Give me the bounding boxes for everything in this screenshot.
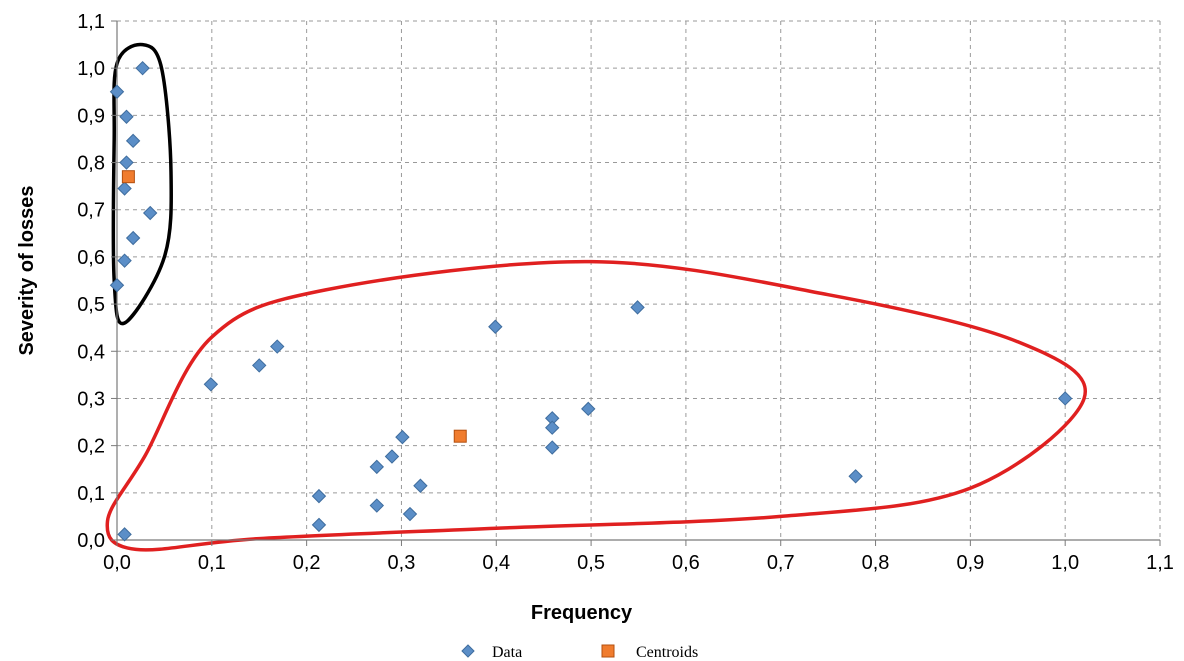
gridlines (117, 20, 1161, 540)
x-axis-title: Frequency (531, 602, 633, 624)
data-point (369, 498, 385, 513)
y-tick-label: 1,1 (77, 11, 105, 33)
y-tick-label: 0,3 (77, 388, 105, 410)
cluster-outlines (105, 42, 1088, 552)
data-point (119, 155, 134, 170)
centroid-point (453, 429, 467, 443)
y-tick-label: 0,9 (77, 105, 105, 127)
data-point (135, 60, 150, 76)
data-point (311, 517, 327, 533)
data-point (117, 253, 132, 268)
data-point (545, 440, 560, 455)
data-point (488, 319, 503, 334)
cluster-outline-upper (111, 42, 174, 326)
x-tick-label: 0,7 (767, 552, 795, 574)
axes: 0,0 0,1 0,2 0,3 0,4 0,5 0,6 0,7 0,8 0,9 1,0 1,1 0,0 0… (77, 11, 1174, 574)
data-point (203, 377, 219, 392)
data-point (402, 506, 418, 522)
data-point (117, 527, 132, 542)
data-markers (109, 60, 1073, 542)
x-tick-label: 0,3 (388, 552, 416, 574)
x-tick-label: 0,9 (956, 552, 984, 574)
data-point (384, 449, 400, 464)
data-point (1057, 391, 1073, 406)
data-point (109, 84, 125, 99)
x-tick-label: 0,6 (672, 552, 700, 574)
x-tick-label: 0,1 (198, 552, 226, 574)
legend-marker-data (461, 644, 475, 658)
data-point (369, 459, 385, 475)
data-point (109, 278, 125, 293)
x-tick-label: 0,2 (293, 552, 321, 574)
x-tick-label: 1,1 (1146, 552, 1174, 574)
data-point (545, 420, 560, 435)
x-tick-label: 0,8 (862, 552, 890, 574)
x-tick-label: 0,4 (482, 552, 510, 574)
data-point (142, 205, 158, 221)
data-point (630, 300, 645, 315)
data-point (848, 469, 863, 484)
legend-label-data: Data (492, 644, 522, 661)
data-point (125, 133, 141, 149)
y-tick-label: 0,0 (77, 530, 105, 552)
data-point (270, 339, 285, 354)
x-tick-label: 1,0 (1051, 552, 1079, 574)
y-tick-label: 1,0 (77, 58, 105, 80)
x-tick-label: 0,5 (577, 552, 605, 574)
cluster-outline-lower (105, 259, 1088, 552)
y-tick-label: 0,8 (77, 153, 105, 175)
y-tick-label: 0,6 (77, 247, 105, 269)
data-point (252, 358, 267, 373)
legend-item-data: Data (461, 644, 522, 661)
data-point (413, 478, 428, 493)
y-axis-title: Severity of losses (16, 185, 38, 355)
legend: Data Centroids (461, 644, 698, 661)
data-point (311, 488, 327, 504)
y-tick-label: 0,2 (77, 436, 105, 458)
data-point (395, 429, 410, 445)
legend-label-centroids: Centroids (636, 644, 698, 661)
legend-marker-centroids (601, 644, 615, 658)
data-point (581, 401, 596, 417)
y-tick-label: 0,1 (77, 483, 105, 505)
y-tick-label: 0,5 (77, 294, 105, 316)
centroid-point (121, 170, 135, 184)
y-tick-label: 0,4 (77, 341, 105, 363)
x-tick-label: 0,0 (103, 552, 131, 574)
data-point (119, 109, 134, 124)
legend-item-centroids: Centroids (601, 644, 698, 661)
data-point (117, 181, 132, 196)
data-point (125, 230, 141, 246)
y-tick-label: 0,7 (77, 200, 105, 222)
